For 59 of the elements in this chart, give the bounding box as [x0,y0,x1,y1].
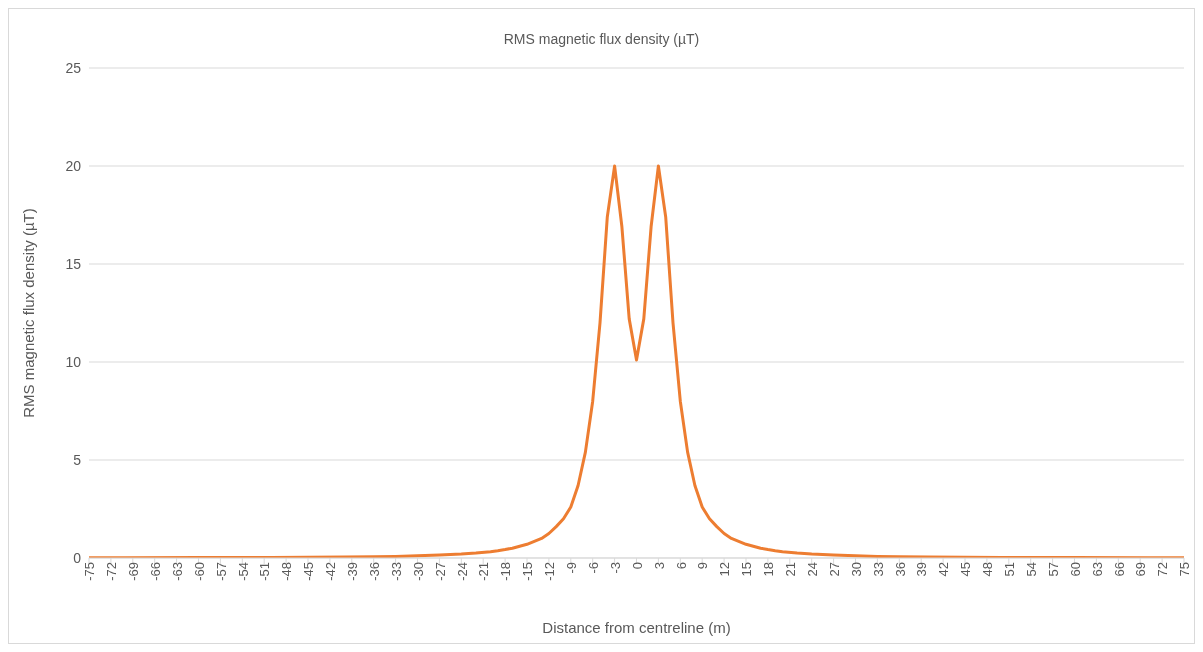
x-tick-label: 24 [804,562,820,577]
x-tick-label: -39 [345,562,361,581]
x-tick-label: 3 [651,562,667,570]
x-tick-label: 30 [848,562,864,577]
x-tick-label: 36 [892,562,908,577]
x-tick-label: -30 [410,562,426,581]
x-tick-label: 15 [739,562,755,577]
y-tick-label: 15 [65,255,82,272]
x-tick-label: 57 [1045,562,1061,577]
x-tick-label: -69 [126,562,142,581]
x-tick-label: 69 [1133,562,1149,577]
x-tick-label: 33 [870,562,886,577]
x-tick-label: -21 [476,562,492,581]
x-tick-label: -54 [235,562,251,581]
x-tick-label: -33 [388,562,404,581]
x-axis-title: Distance from centreline (m) [542,619,731,636]
x-tick-label: -3 [607,562,623,574]
y-tick-label: 20 [65,157,82,174]
x-tick-label: -42 [323,562,339,581]
x-tick-label: -36 [366,562,382,581]
x-tick-label: 18 [761,562,777,577]
x-tick-label: 27 [826,562,842,577]
x-tick-label: 45 [958,562,974,577]
x-tick-label: 63 [1089,562,1105,577]
x-tick-label: -66 [147,562,163,581]
x-tick-label: 21 [783,562,799,577]
x-tick-label: -27 [432,562,448,581]
x-tick-label: 66 [1111,562,1127,577]
x-tick-label: -75 [82,562,98,581]
x-tick-label: -24 [454,562,470,581]
x-tick-label: -63 [169,562,185,581]
x-tick-label: 9 [695,562,711,570]
y-tick-label: 5 [73,451,82,468]
x-tick-label: 60 [1067,562,1083,577]
x-tick-label: -72 [104,562,120,581]
x-tick-label: -45 [301,562,317,581]
x-tick-label: 54 [1023,562,1039,577]
x-tick-label: 51 [1002,562,1018,577]
x-tick-label: -9 [564,562,580,574]
y-axis-title: RMS magnetic flux density (µT) [20,208,38,418]
y-tick-label: 10 [65,353,82,370]
x-tick-label: 12 [717,562,733,577]
x-tick-label: -15 [520,562,536,581]
x-tick-label: 0 [629,562,645,570]
x-tick-label: 39 [914,562,930,577]
y-tick-label: 25 [65,59,82,76]
x-tick-label: 42 [936,562,952,577]
x-tick-label: -51 [257,562,273,581]
x-tick-label: 72 [1155,562,1171,577]
x-tick-label: -57 [213,562,229,581]
x-tick-label: -48 [279,562,295,581]
x-tick-label: 6 [673,562,689,570]
x-tick-label: -18 [498,562,514,581]
x-tick-label: -12 [542,562,558,581]
chart-title: RMS magnetic flux density (µT) [502,30,701,49]
x-tick-label: 75 [1177,562,1193,577]
x-tick-label: -6 [585,562,601,574]
x-tick-label: 48 [980,562,996,577]
x-tick-label: -60 [191,562,207,581]
